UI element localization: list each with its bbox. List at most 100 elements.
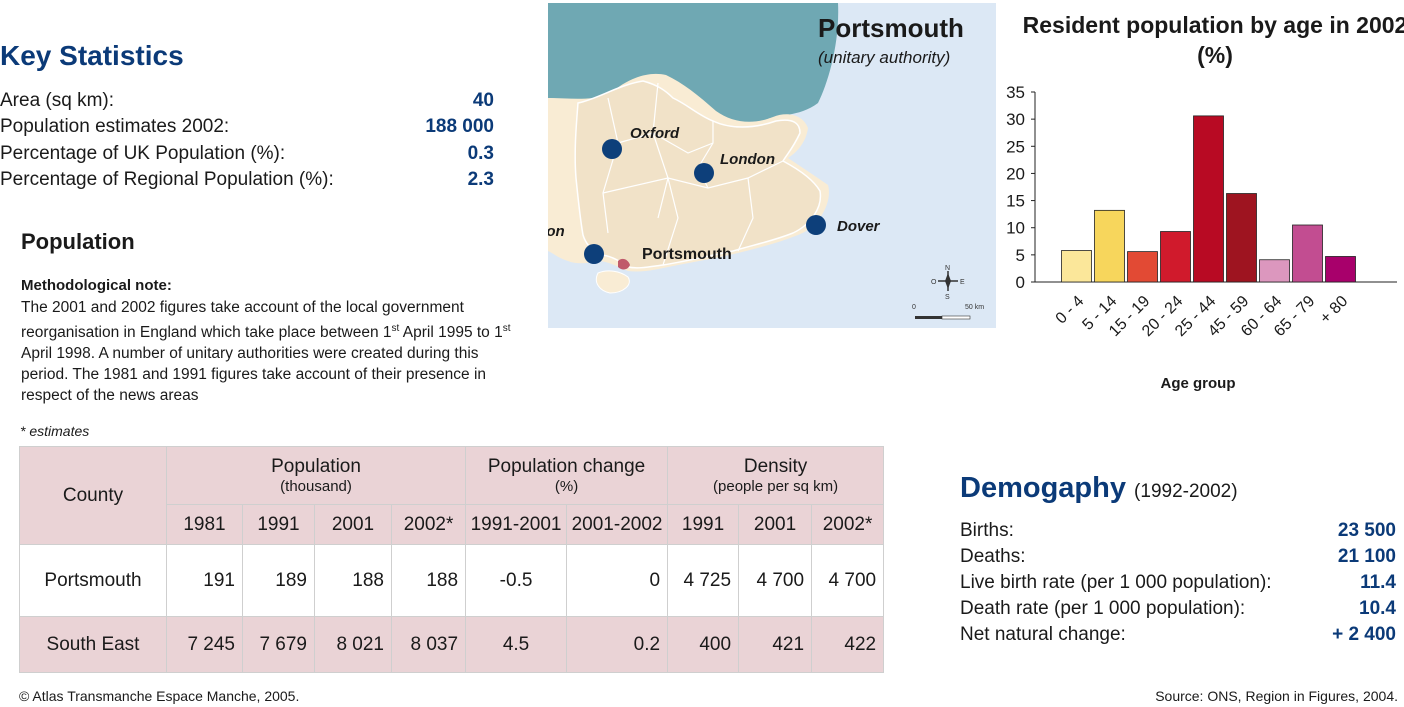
column-header: 1991 [667, 504, 740, 545]
column-header: 1991 [242, 504, 315, 545]
chart-y-tick-label: 25 [1006, 137, 1025, 156]
chart-y-tick-label: 30 [1006, 110, 1025, 129]
table-cell: 8 037 [390, 616, 467, 673]
map-label-london: London [720, 151, 775, 168]
group-header-population-change: Population change (%) [465, 446, 669, 505]
table-row: Portsmouth 191 189 188 188 -0.5 0 4 725 … [19, 544, 885, 617]
copyright-text: © Atlas Transmanche Espace Manche, 2005. [19, 688, 300, 704]
map-title: Portsmouth [818, 13, 964, 43]
svg-text:O: O [931, 279, 937, 286]
county-cell: Portsmouth [19, 544, 167, 617]
county-cell: South East [19, 616, 167, 673]
chart-bar [1292, 224, 1323, 283]
table-cell: 0.2 [566, 616, 669, 673]
map-subtitle: (unitary authority) [818, 48, 950, 67]
table-cell: 0 [566, 544, 669, 617]
map-city-dot-london [694, 163, 714, 183]
compass-rose-icon: N E S O [931, 265, 965, 301]
map-scale-bar: 0 50 km [912, 304, 984, 320]
demography-label: Deaths: [960, 546, 1026, 567]
methodological-note-text: The 2001 and 2002 figures take account o… [21, 299, 511, 405]
column-header: 2002* [390, 504, 467, 545]
map-label-portsmouth: Portsmouth [642, 246, 732, 263]
map-portsmouth-area [618, 258, 630, 270]
demography-row: Net natural change: + 2 400 [960, 624, 1396, 650]
demography-row: Live birth rate (per 1 000 population): … [960, 572, 1396, 598]
chart-y-tick-label: 10 [1006, 219, 1025, 238]
key-stat-label: Area (sq km): [0, 90, 115, 111]
table-cell: 4 725 [667, 544, 740, 617]
table-cell: 188 [314, 544, 392, 617]
chart-bar [1061, 250, 1092, 283]
table-cell: 8 021 [314, 616, 392, 673]
table-cell: -0.5 [465, 544, 568, 617]
demography-value: 21 100 [1337, 546, 1396, 567]
demography-value: 11.4 [1360, 572, 1396, 593]
chart-y-tick-label: 35 [1006, 83, 1025, 102]
demography-row: Deaths: 21 100 [960, 546, 1396, 572]
table-cell: 188 [390, 544, 467, 617]
svg-text:0: 0 [912, 304, 916, 311]
map-city-dot-dover [806, 215, 826, 235]
key-stat-row: Percentage of Regional Population (%): 2… [0, 169, 494, 195]
svg-text:N: N [945, 265, 950, 272]
column-header: 2001-2002 [566, 504, 669, 545]
map-label-oxford: Oxford [630, 125, 680, 142]
table-cell: 7 245 [166, 616, 243, 673]
chart-title: Resident population by age in 2002 (%) [1022, 12, 1404, 68]
chart-x-axis-label: Age group [1161, 375, 1236, 392]
map-isle-of-wight [595, 270, 630, 294]
key-stat-label: Percentage of Regional Population (%): [0, 169, 334, 190]
chart-bar [1226, 193, 1257, 283]
demography-subtitle: (1992-2002) [1134, 481, 1238, 502]
map-label-southampton: Southampton [548, 223, 565, 240]
table-cell: 422 [811, 616, 885, 673]
column-header: 2002* [811, 504, 885, 545]
key-stat-value: 2.3 [467, 169, 494, 190]
chart-x-tick-label: + 80 [1317, 293, 1351, 327]
table-cell: 189 [242, 544, 315, 617]
demography-title: Demogaphy (1992-2002) [960, 472, 1238, 504]
chart-bar [1160, 231, 1191, 283]
methodological-note-title: Methodological note: [21, 277, 172, 294]
chart-bar [1193, 115, 1224, 283]
key-stat-label: Percentage of UK Population (%): [0, 143, 286, 164]
column-header: 2001 [314, 504, 392, 545]
source-text: Source: ONS, Region in Figures, 2004. [1155, 688, 1398, 704]
demography-value: 23 500 [1337, 520, 1396, 541]
key-stat-value: 188 000 [425, 116, 494, 137]
svg-text:S: S [945, 294, 950, 301]
demography-label: Net natural change: [960, 624, 1126, 645]
chart-y-tick-label: 0 [1016, 273, 1025, 292]
svg-text:E: E [960, 279, 965, 286]
map-city-dot-southampton [584, 244, 604, 264]
chart-y-tick-label: 20 [1006, 164, 1025, 183]
chart-bar [1127, 251, 1158, 283]
map-city-dot-oxford [602, 139, 622, 159]
chart-bar [1094, 209, 1125, 283]
key-stat-row: Population estimates 2002: 188 000 [0, 116, 494, 142]
table-row: South East 7 245 7 679 8 021 8 037 4.5 0… [19, 616, 885, 673]
key-stat-row: Area (sq km): 40 [0, 90, 494, 116]
demography-label: Death rate (per 1 000 population): [960, 598, 1246, 619]
table-cell: 400 [667, 616, 740, 673]
group-header-population: Population (thousand) [165, 446, 467, 505]
chart-bar [1325, 256, 1356, 283]
table-cell: 4 700 [811, 544, 885, 617]
demography-row: Births: 23 500 [960, 520, 1396, 546]
key-stat-value: 40 [472, 90, 494, 111]
key-stat-row: Percentage of UK Population (%): 0.3 [0, 143, 494, 169]
column-header: 2001 [738, 504, 813, 545]
estimates-note: * estimates [20, 423, 90, 439]
population-table: County Population (thousand) Population c… [19, 446, 885, 673]
table-cell: 4.5 [465, 616, 568, 673]
map-label-dover: Dover [837, 218, 881, 235]
table-cell: 7 679 [242, 616, 315, 673]
key-statistics-title: Key Statistics [0, 40, 184, 71]
table-cell: 4 700 [738, 544, 813, 617]
chart-y-tick-label: 15 [1006, 192, 1025, 211]
chart-y-tick-label: 5 [1016, 246, 1025, 265]
table-cell: 191 [166, 544, 243, 617]
column-header: 1991-2001 [465, 504, 568, 545]
